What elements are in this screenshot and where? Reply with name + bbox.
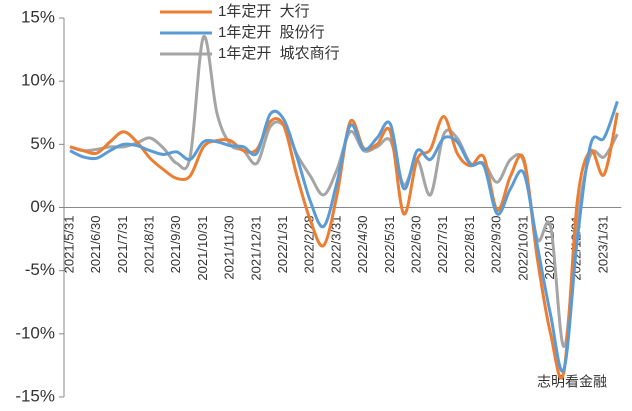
x-tick-label: 2021/6/30 xyxy=(88,216,103,274)
x-tick-label: 2021/8/31 xyxy=(142,216,157,274)
watermark: 志明看金融 xyxy=(537,374,607,390)
x-tick-label: 2023/1/31 xyxy=(595,216,610,274)
x-tick-label: 2022/2/28 xyxy=(302,216,317,274)
legend-label: 1年定开 城农商行 xyxy=(218,45,340,62)
x-tick-label: 2022/11/30 xyxy=(542,216,557,280)
y-tick-label: 0% xyxy=(30,197,55,216)
legend-label: 1年定开 股份行 xyxy=(218,24,325,41)
x-tick-label: 2022/9/30 xyxy=(489,216,504,274)
x-tick-label: 2021/10/31 xyxy=(195,216,210,281)
y-tick-label: -5% xyxy=(25,260,55,279)
legend-label: 1年定开 大行 xyxy=(218,3,310,20)
series-line xyxy=(69,35,619,348)
x-tick-label: 2022/8/31 xyxy=(462,216,477,274)
x-tick-label: 2022/10/31 xyxy=(515,216,530,281)
x-tick-label: 2021/7/31 xyxy=(115,216,130,274)
x-tick-label: 2022/4/30 xyxy=(355,216,370,274)
x-tick-label: 2021/5/31 xyxy=(61,216,76,274)
y-tick-label: -10% xyxy=(15,323,55,342)
series-line xyxy=(69,100,619,373)
y-tick-label: -15% xyxy=(15,386,55,405)
y-tick-label: 5% xyxy=(30,134,55,153)
y-tick-label: 10% xyxy=(21,71,55,90)
x-tick-label: 2022/6/30 xyxy=(409,216,424,274)
x-tick-label: 2021/12/31 xyxy=(248,216,263,281)
x-tick-label: 2022/7/31 xyxy=(435,216,450,274)
x-tick-label: 2022/5/31 xyxy=(382,216,397,274)
x-tick-label: 2021/9/30 xyxy=(168,216,183,274)
x-tick-label: 2022/3/31 xyxy=(328,216,343,274)
x-tick-label: 2022/1/31 xyxy=(275,216,290,274)
x-tick-label: 2021/11/30 xyxy=(222,216,237,280)
y-tick-label: 15% xyxy=(21,7,55,26)
series-line xyxy=(69,112,619,380)
